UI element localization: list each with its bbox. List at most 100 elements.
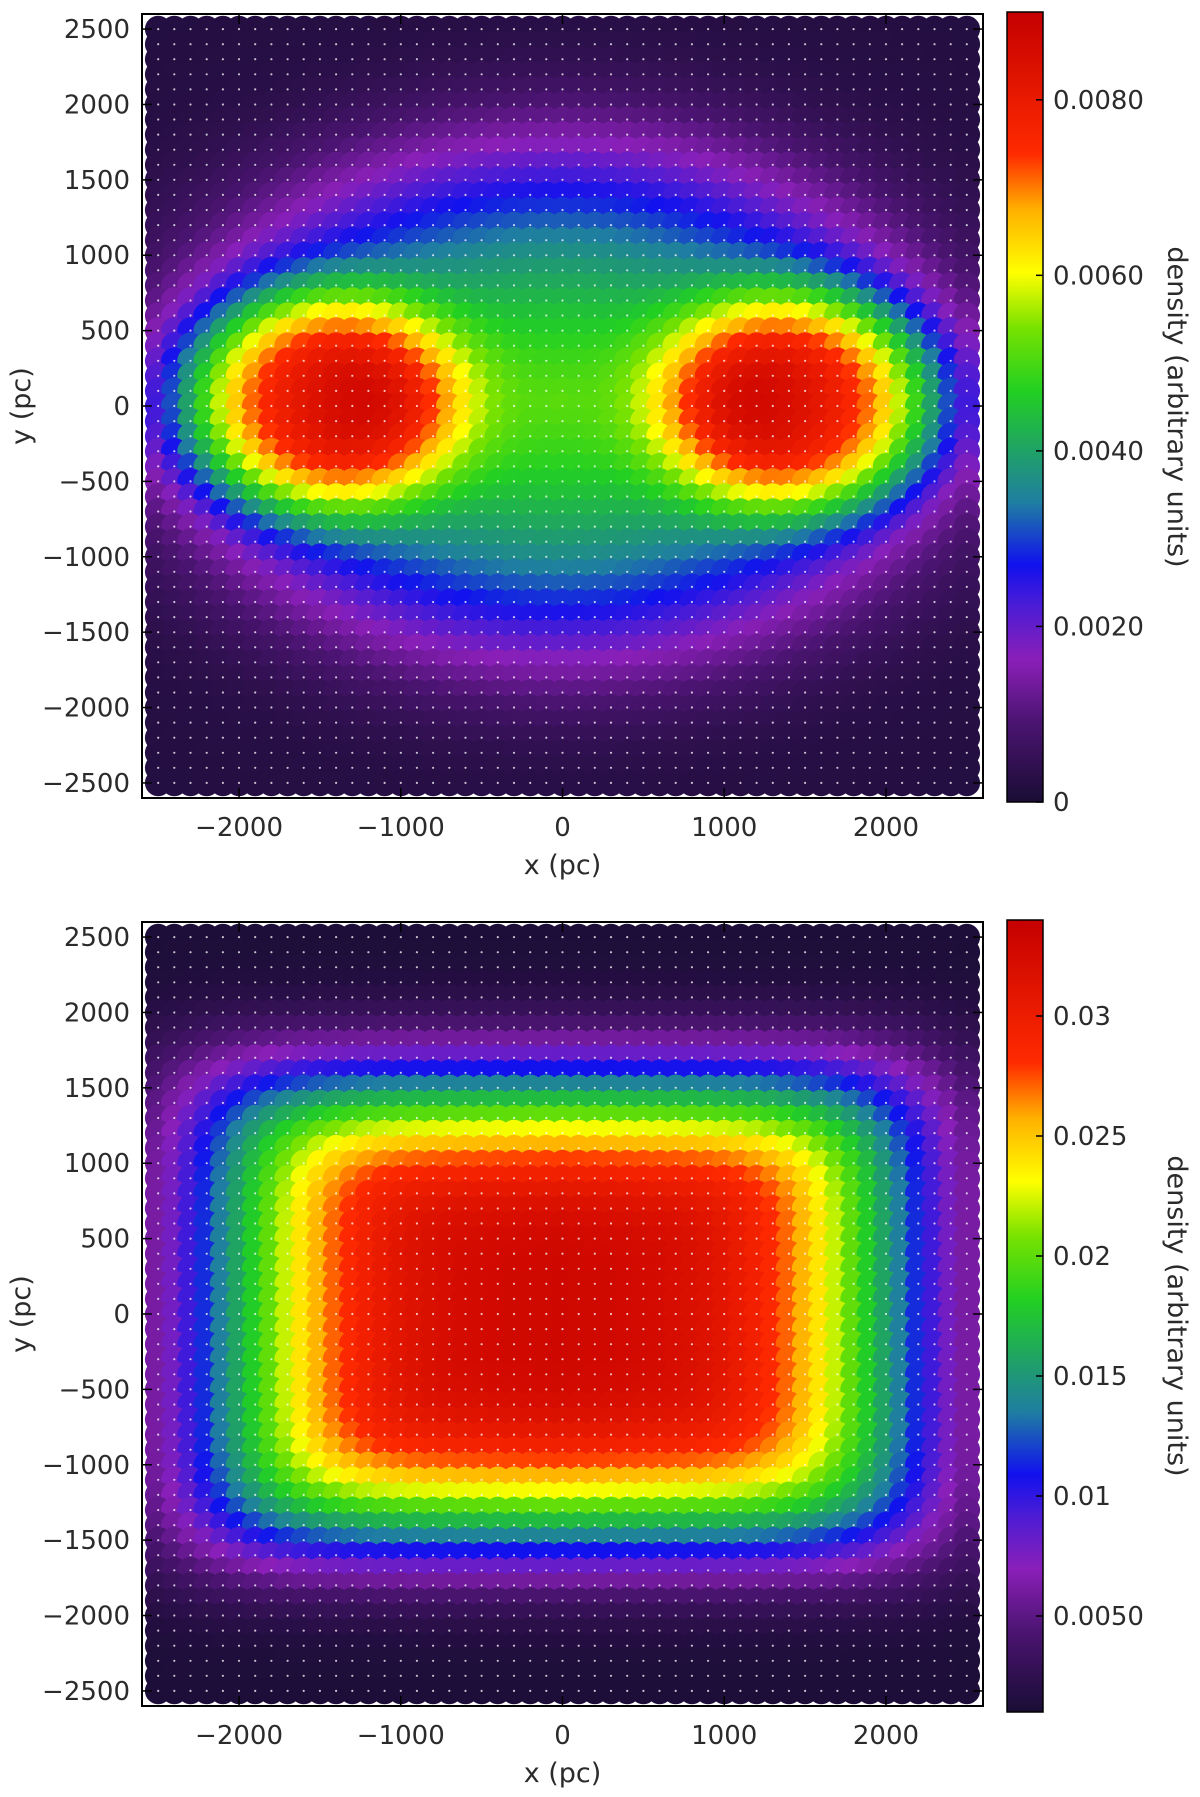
grid-dot bbox=[917, 208, 920, 212]
grid-dot bbox=[448, 254, 451, 257]
grid-dot bbox=[205, 329, 208, 332]
grid-dot bbox=[351, 721, 354, 724]
grid-dot bbox=[868, 73, 871, 76]
grid-dot bbox=[415, 435, 418, 438]
grid-dot bbox=[189, 646, 192, 649]
grid-dot bbox=[901, 344, 904, 347]
grid-dot bbox=[723, 88, 726, 91]
grid-dot bbox=[707, 224, 710, 227]
grid-dot bbox=[448, 721, 451, 724]
grid-dot bbox=[286, 208, 289, 212]
grid-dot bbox=[157, 631, 160, 634]
grid-dot bbox=[189, 706, 192, 709]
grid-dot bbox=[205, 193, 208, 196]
grid-dot bbox=[690, 344, 694, 347]
grid-dot bbox=[852, 163, 855, 166]
grid-dot bbox=[351, 435, 354, 438]
grid-dot bbox=[351, 480, 354, 483]
grid-dot bbox=[626, 284, 629, 287]
grid-dot bbox=[642, 721, 645, 724]
grid-dot bbox=[351, 133, 354, 136]
grid-dot bbox=[771, 58, 774, 61]
grid-dot bbox=[820, 314, 823, 317]
grid-dot bbox=[642, 450, 645, 453]
grid-dot bbox=[739, 239, 742, 242]
grid-dot bbox=[189, 103, 192, 106]
grid-dot bbox=[318, 661, 321, 664]
grid-dot bbox=[868, 570, 871, 573]
grid-dot bbox=[529, 374, 532, 377]
grid-dot bbox=[836, 224, 839, 227]
grid-dot bbox=[383, 480, 386, 483]
grid-dot bbox=[464, 254, 467, 257]
grid-dot bbox=[270, 570, 273, 573]
grid-dot bbox=[157, 239, 160, 242]
grid-dot bbox=[901, 585, 904, 589]
grid-dot bbox=[674, 600, 677, 604]
grid-dot bbox=[561, 465, 564, 468]
grid-dot bbox=[237, 344, 241, 347]
grid-dot bbox=[432, 465, 435, 468]
grid-dot bbox=[270, 495, 273, 498]
grid-dot bbox=[787, 691, 791, 694]
grid-dot bbox=[933, 284, 936, 287]
grid-dot bbox=[836, 178, 839, 181]
grid-dot bbox=[545, 28, 548, 31]
grid-dot bbox=[884, 389, 888, 392]
grid-dot bbox=[836, 435, 839, 438]
grid-dot bbox=[189, 480, 192, 483]
grid-dot bbox=[221, 721, 224, 724]
grid-dot bbox=[480, 631, 483, 634]
grid-dot bbox=[512, 58, 516, 61]
grid-dot bbox=[254, 239, 257, 242]
grid-dot bbox=[561, 616, 564, 619]
grid-dot bbox=[755, 631, 758, 634]
grid-dot bbox=[496, 224, 499, 227]
grid-dot bbox=[674, 374, 677, 377]
grid-dot bbox=[949, 540, 952, 543]
grid-dot bbox=[690, 43, 694, 46]
grid-dot bbox=[173, 88, 176, 91]
grid-dot bbox=[512, 88, 516, 91]
grid-dot bbox=[804, 374, 807, 377]
grid-dot bbox=[383, 224, 386, 227]
grid-dot bbox=[448, 178, 451, 181]
grid-dot bbox=[739, 676, 742, 679]
grid-dot bbox=[189, 269, 192, 272]
grid-dot bbox=[254, 88, 257, 91]
grid-dot bbox=[464, 631, 467, 634]
grid-dot bbox=[318, 495, 321, 498]
grid-dot bbox=[237, 239, 241, 242]
grid-dot bbox=[448, 585, 451, 589]
grid-dot bbox=[820, 254, 823, 257]
grid-dot bbox=[157, 646, 160, 649]
grid-dot bbox=[448, 495, 451, 498]
grid-dot bbox=[335, 148, 338, 151]
grid-dot bbox=[917, 88, 920, 91]
grid-dot bbox=[383, 540, 386, 543]
grid-dot bbox=[157, 450, 160, 453]
grid-dot bbox=[173, 284, 176, 287]
grid-dot bbox=[884, 374, 888, 377]
grid-dot bbox=[237, 691, 241, 694]
grid-dot bbox=[884, 585, 888, 589]
grid-dot bbox=[496, 600, 499, 604]
grid-dot bbox=[318, 118, 321, 121]
grid-dot bbox=[626, 28, 629, 31]
grid-dot bbox=[593, 465, 596, 468]
grid-dot bbox=[852, 676, 855, 679]
grid-dot bbox=[432, 148, 435, 151]
grid-dot bbox=[787, 404, 791, 408]
grid-dot bbox=[335, 88, 338, 91]
grid-dot bbox=[609, 600, 613, 604]
grid-dot bbox=[917, 314, 920, 317]
grid-dot bbox=[593, 525, 596, 528]
grid-dot bbox=[836, 73, 839, 76]
grid-dot bbox=[561, 585, 564, 589]
grid-dot bbox=[205, 420, 208, 423]
grid-dot bbox=[901, 148, 904, 151]
grid-dot bbox=[901, 570, 904, 573]
grid-dot bbox=[399, 269, 402, 272]
grid-dot bbox=[593, 344, 596, 347]
grid-dot bbox=[577, 540, 580, 543]
